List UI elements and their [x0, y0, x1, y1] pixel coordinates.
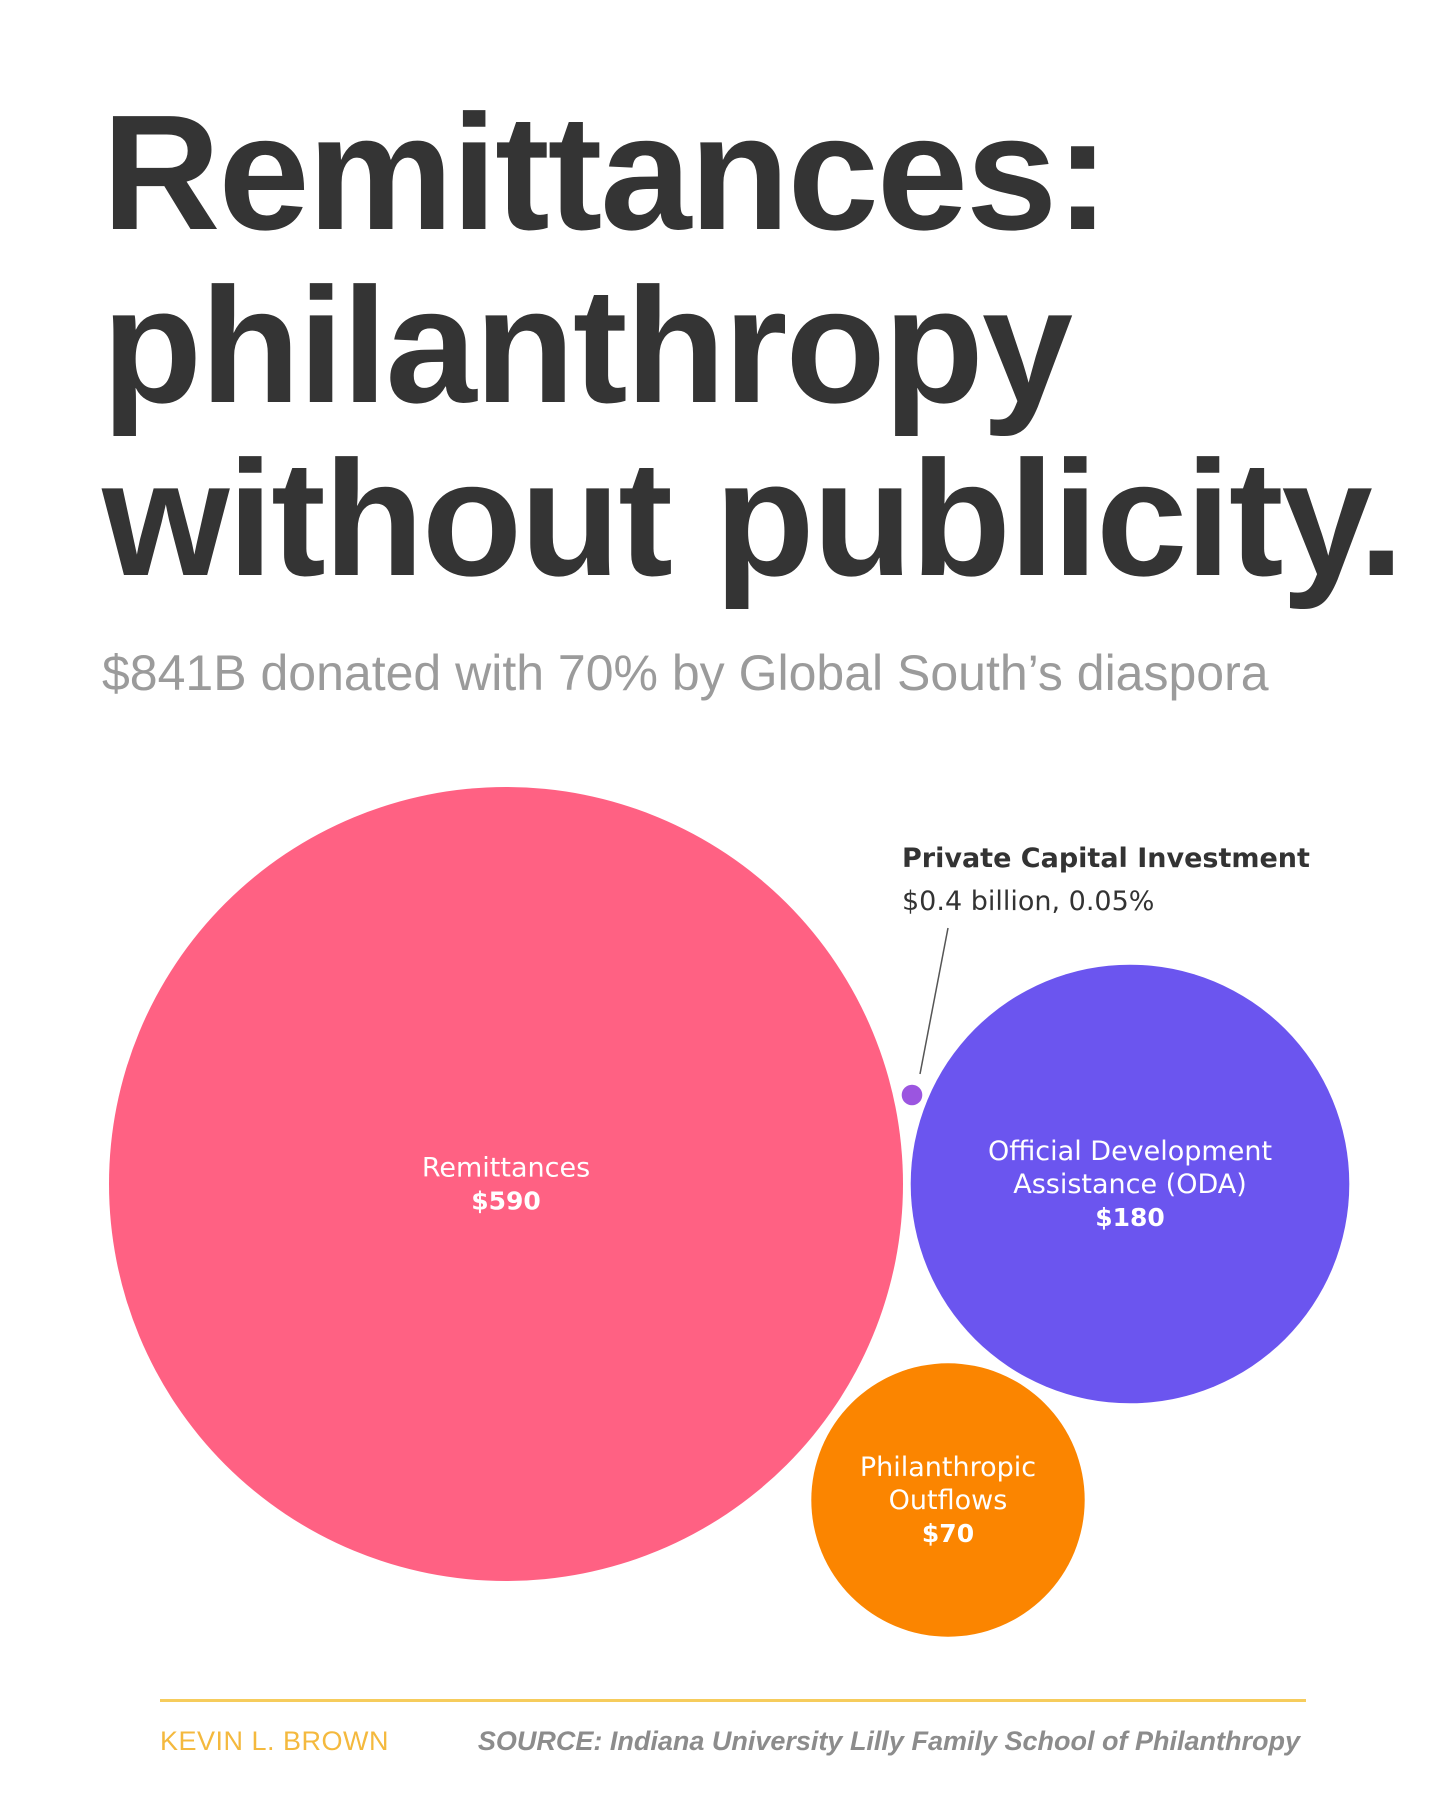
- title-line: without publicity.: [102, 427, 1404, 610]
- title-line: Remittances:: [102, 81, 1110, 264]
- annotation-detail: $0.4 billion, 0.05%: [902, 886, 1154, 917]
- title-line: philanthropy: [102, 254, 1073, 437]
- philanthropic-value-label: $70: [922, 1519, 974, 1548]
- author-credit: KEVIN L. BROWN: [160, 1726, 390, 1756]
- annotation-title: Private Capital Investment: [902, 843, 1310, 874]
- philanthropic-bubble: [811, 1363, 1085, 1637]
- remittances-value-label: $590: [471, 1187, 541, 1216]
- private-bubble: [901, 1084, 923, 1106]
- remittances-bubble: [109, 787, 903, 1581]
- subtitle: $841B donated with 70% by Global South’s…: [102, 645, 1269, 701]
- page-title: Remittances: philanthropy without public…: [102, 81, 1404, 610]
- oda-label: Assistance (ODA): [1013, 1169, 1247, 1200]
- oda-value-label: $180: [1095, 1203, 1165, 1232]
- footer-divider: [160, 1699, 1306, 1702]
- remittances-label: Remittances: [422, 1153, 590, 1184]
- annotation-leader-line: [919, 927, 949, 1075]
- philanthropic-label: Philanthropic: [860, 1452, 1036, 1483]
- oda-label: Official Development: [988, 1136, 1272, 1167]
- oda-bubble: [910, 964, 1350, 1404]
- source-note: SOURCE: Indiana University Lilly Family …: [477, 1726, 1300, 1756]
- philanthropic-label: Outflows: [889, 1485, 1008, 1516]
